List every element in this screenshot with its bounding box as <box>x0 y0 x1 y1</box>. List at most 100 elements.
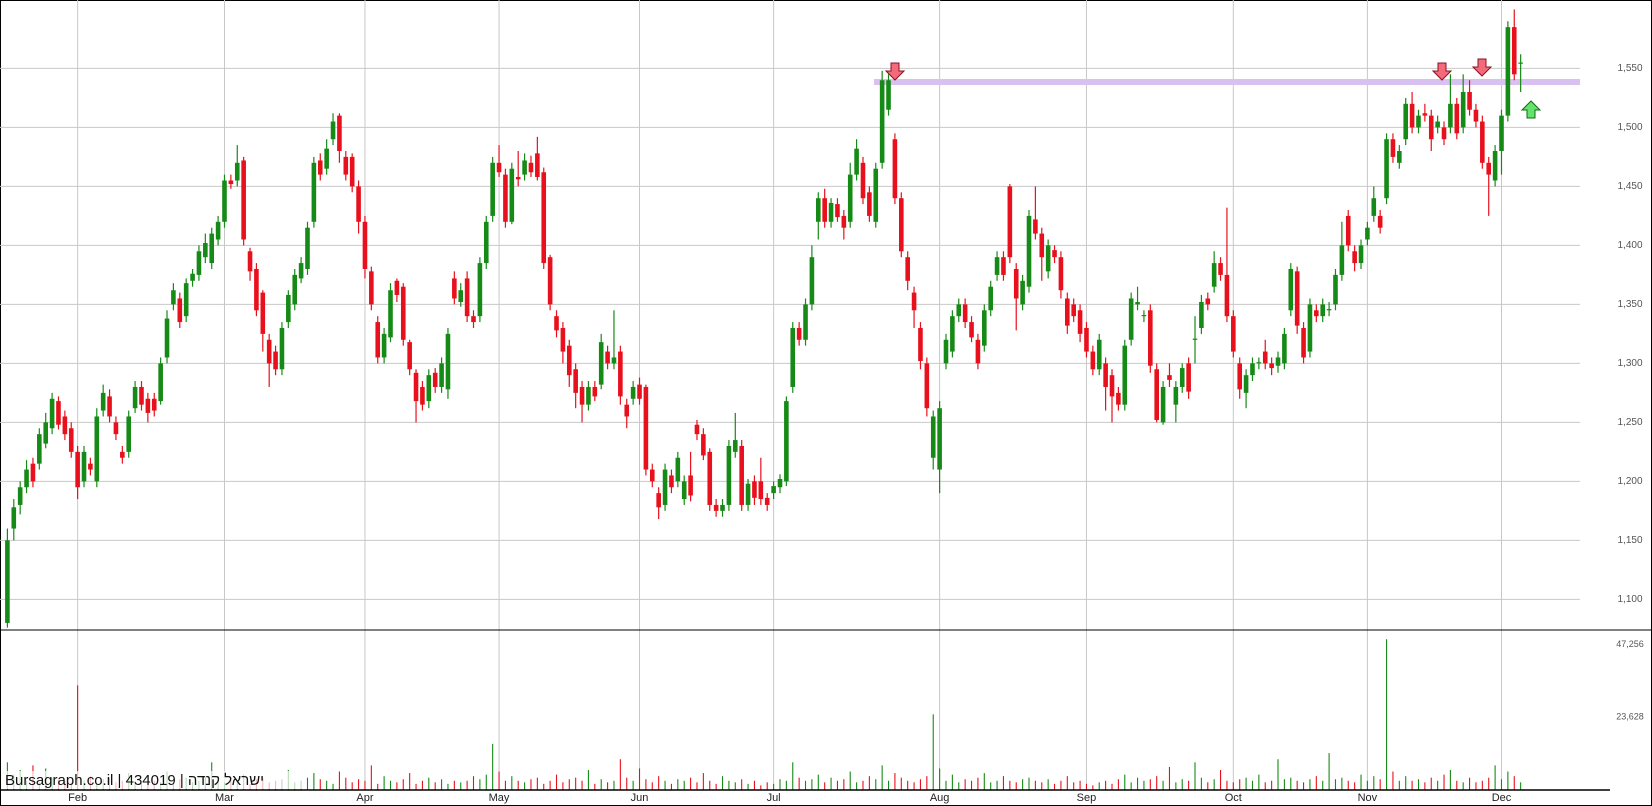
candle-body <box>203 243 208 258</box>
candle-body <box>643 386 649 470</box>
candle-body <box>618 351 623 397</box>
candle-body <box>24 469 29 488</box>
candle-body <box>988 286 993 311</box>
candle-body <box>317 160 323 175</box>
candle-body <box>1397 151 1402 163</box>
x-tick-label: Oct <box>1225 792 1242 804</box>
candle-body <box>407 342 412 370</box>
candle-body <box>1020 280 1025 305</box>
candles <box>5 9 1523 628</box>
candle-body <box>298 263 304 279</box>
candle-body <box>758 481 764 500</box>
candle-body <box>286 294 291 323</box>
candle-body <box>1422 113 1428 116</box>
candle-body <box>209 233 215 264</box>
candle-body <box>611 357 617 364</box>
candle-body <box>847 174 853 222</box>
candle-body <box>305 227 310 269</box>
candle-body <box>196 251 202 275</box>
candle-body <box>5 540 10 623</box>
candle-body <box>215 221 221 240</box>
candle-body <box>681 481 687 500</box>
candle-body <box>975 339 981 364</box>
candle-body <box>503 174 508 222</box>
candle-body <box>860 162 866 199</box>
candle-body <box>796 327 802 340</box>
candle-body <box>1096 339 1102 370</box>
candle-body <box>177 298 183 323</box>
candle-body <box>1301 327 1306 358</box>
candle-body <box>330 121 336 140</box>
candle-body <box>75 451 80 488</box>
candle-body <box>1256 362 1262 364</box>
candle-body <box>637 384 642 399</box>
candle-body <box>496 162 502 173</box>
candle-body <box>943 339 949 364</box>
candle-body <box>835 204 840 218</box>
candle-body <box>158 363 163 402</box>
candle-body <box>369 271 374 305</box>
buy-arrow <box>1520 100 1542 119</box>
candle-body <box>630 386 636 399</box>
candle-body <box>1492 151 1498 181</box>
candle-body <box>1211 263 1217 287</box>
candle-body <box>273 351 278 370</box>
candle-body <box>1154 369 1159 420</box>
candle-body <box>962 304 968 323</box>
candle-body <box>930 416 936 458</box>
candle-body <box>1333 274 1338 305</box>
candle-body <box>924 363 930 409</box>
candle-body <box>1345 215 1351 246</box>
source-bg <box>2 771 302 789</box>
candle-body <box>841 215 847 228</box>
candle-body <box>126 416 132 452</box>
candle-body <box>241 160 246 240</box>
candle-body <box>1460 92 1466 128</box>
candle-body <box>662 469 668 505</box>
candle-body <box>43 422 49 444</box>
candle-body <box>1365 227 1370 240</box>
candle-body <box>1122 345 1128 405</box>
candle-body <box>905 257 910 281</box>
candle-body <box>420 386 425 405</box>
candle-body <box>1224 274 1230 317</box>
candle-body <box>1448 103 1453 128</box>
candle-body <box>554 316 559 331</box>
candle-body <box>1001 257 1006 275</box>
candle-body <box>145 398 151 413</box>
candle-body <box>822 198 827 222</box>
candle-body <box>1141 315 1147 317</box>
candle-body <box>911 292 917 311</box>
candle-body <box>37 434 42 464</box>
candle-body <box>1007 186 1013 258</box>
candle-body <box>30 463 36 482</box>
candle-body <box>62 416 68 435</box>
candle-body <box>1307 304 1313 352</box>
candle-body <box>1403 103 1409 140</box>
candle-body <box>17 487 23 505</box>
candle-body <box>522 160 527 175</box>
candle-body <box>1435 121 1440 128</box>
x-tick-label: Sep <box>1077 792 1097 804</box>
candle-body <box>1320 304 1326 317</box>
candle-body <box>784 401 789 482</box>
candle-body <box>854 148 859 175</box>
x-tick-label: Jun <box>631 792 649 804</box>
candle-body <box>1237 363 1243 390</box>
candle-body <box>732 440 738 452</box>
y-tick-label: 1,150 <box>1617 535 1642 546</box>
candle-body <box>1480 121 1485 163</box>
candle-body <box>1499 115 1504 152</box>
candle-body <box>515 176 521 180</box>
candle-body <box>771 486 776 494</box>
candle-body <box>918 327 923 362</box>
candle-body <box>1269 363 1274 369</box>
candle-body <box>1390 139 1396 157</box>
candle-body <box>56 401 61 425</box>
candle-body <box>1352 251 1357 264</box>
y-tick-label: 47,256 <box>1616 639 1644 649</box>
candle-body <box>707 451 713 505</box>
